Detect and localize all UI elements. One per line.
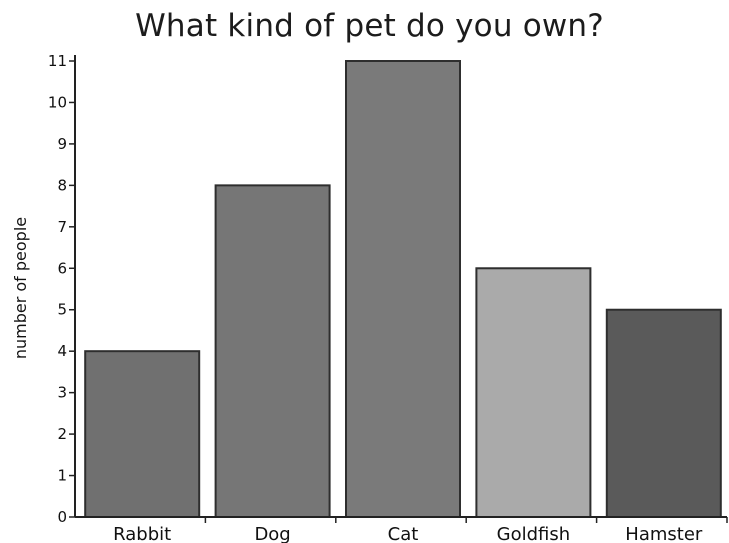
y-tick-label-7: 7 bbox=[57, 218, 67, 236]
x-tick-label-goldfish: Goldfish bbox=[497, 524, 571, 543]
bar-rabbit bbox=[84, 350, 201, 518]
y-tick-label-6: 6 bbox=[57, 259, 67, 277]
x-tick-label-cat: Cat bbox=[388, 524, 419, 543]
y-tick-label-8: 8 bbox=[57, 176, 67, 194]
y-tick-label-3: 3 bbox=[57, 384, 67, 402]
y-tick-label-1: 1 bbox=[57, 467, 67, 485]
chart-title: What kind of pet do you own? bbox=[135, 8, 604, 44]
y-tick-label-2: 2 bbox=[57, 425, 67, 443]
plot-area: 0 1 2 3 4 5 6 7 8 9 10 11 Rabbit Dog Cat Goldfish Hamste… bbox=[48, 52, 728, 543]
bar-hamster bbox=[605, 308, 722, 518]
y-tick-label-0: 0 bbox=[57, 508, 67, 526]
y-tick-label-11: 11 bbox=[48, 52, 67, 70]
bar-cat bbox=[345, 60, 461, 518]
y-tick-label-10: 10 bbox=[48, 93, 67, 111]
y-axis-label: number of people bbox=[11, 217, 30, 359]
bar-dog bbox=[214, 184, 331, 518]
bar-goldfish bbox=[475, 267, 592, 519]
y-tick-label-9: 9 bbox=[57, 135, 67, 153]
y-tick-label-4: 4 bbox=[57, 342, 67, 360]
x-tick-label-hamster: Hamster bbox=[625, 524, 703, 543]
y-tick-label-5: 5 bbox=[57, 301, 67, 319]
x-tick-label-dog: Dog bbox=[254, 524, 290, 543]
x-tick-label-rabbit: Rabbit bbox=[113, 524, 171, 543]
